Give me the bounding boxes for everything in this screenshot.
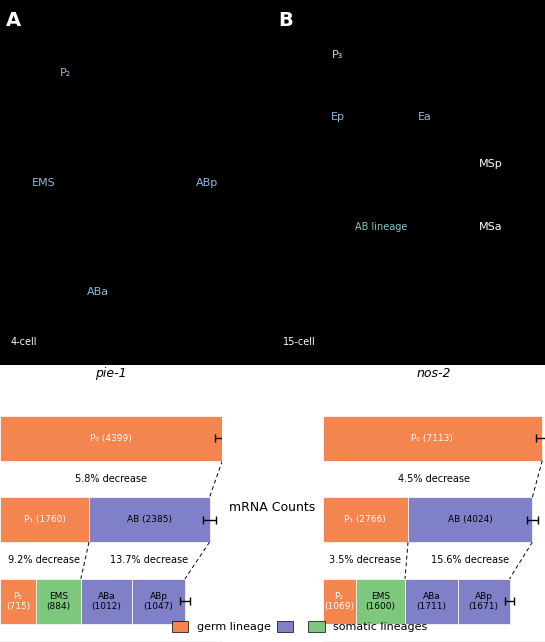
Text: EMS: EMS (32, 178, 56, 187)
Text: AB lineage: AB lineage (355, 221, 408, 232)
FancyBboxPatch shape (89, 498, 210, 542)
Text: EMS
(1600): EMS (1600) (365, 591, 395, 611)
Text: MSa: MSa (479, 221, 502, 232)
Title: pie-1: pie-1 (95, 367, 127, 380)
Text: P₂
(715): P₂ (715) (6, 591, 30, 611)
Text: B: B (278, 11, 293, 30)
Text: ABp
(1047): ABp (1047) (143, 591, 173, 611)
FancyBboxPatch shape (408, 498, 532, 542)
Text: ABa
(1012): ABa (1012) (92, 591, 122, 611)
Text: 4.5% decrease: 4.5% decrease (398, 474, 470, 484)
Text: P₀ (7113): P₀ (7113) (411, 433, 453, 442)
Legend: germ lineage, , somatic lineages: germ lineage, , somatic lineages (167, 616, 432, 636)
Text: 4-cell: 4-cell (11, 337, 38, 347)
Text: 15.6% decrease: 15.6% decrease (431, 555, 509, 566)
Text: AB (2385): AB (2385) (127, 515, 172, 524)
FancyBboxPatch shape (0, 579, 36, 623)
FancyBboxPatch shape (355, 579, 405, 623)
Text: P₀ (4399): P₀ (4399) (90, 433, 132, 442)
Text: 5.8% decrease: 5.8% decrease (75, 474, 147, 484)
Text: 13.7% decrease: 13.7% decrease (110, 555, 189, 566)
Text: 15-cell: 15-cell (283, 337, 316, 347)
FancyBboxPatch shape (323, 579, 355, 623)
FancyBboxPatch shape (405, 579, 458, 623)
FancyBboxPatch shape (0, 415, 222, 460)
Text: ABa: ABa (87, 287, 109, 297)
Text: P₁ (2766): P₁ (2766) (344, 515, 386, 524)
Text: EMS
(884): EMS (884) (46, 591, 70, 611)
Text: MSp: MSp (479, 159, 502, 169)
Text: P₂
(1069): P₂ (1069) (324, 591, 354, 611)
FancyBboxPatch shape (458, 579, 510, 623)
Text: P₁ (1760): P₁ (1760) (23, 515, 65, 524)
FancyBboxPatch shape (132, 579, 185, 623)
Text: A: A (5, 11, 21, 30)
FancyBboxPatch shape (81, 579, 132, 623)
Text: 9.2% decrease: 9.2% decrease (9, 555, 81, 566)
Text: AB (4024): AB (4024) (448, 515, 493, 524)
FancyBboxPatch shape (0, 498, 89, 542)
FancyBboxPatch shape (323, 498, 408, 542)
FancyBboxPatch shape (36, 579, 81, 623)
Text: ABp: ABp (196, 178, 218, 187)
Text: ABp
(1671): ABp (1671) (469, 591, 499, 611)
Text: Ea: Ea (418, 112, 432, 122)
Text: P₃: P₃ (332, 50, 343, 60)
Title: nos-2: nos-2 (416, 367, 451, 380)
Text: 3.5% decrease: 3.5% decrease (329, 555, 401, 566)
Text: mRNA Counts: mRNA Counts (229, 501, 316, 514)
FancyBboxPatch shape (323, 415, 542, 460)
Text: Ep: Ep (331, 112, 345, 122)
Text: P₂: P₂ (60, 68, 71, 78)
Text: ABa
(1711): ABa (1711) (416, 591, 446, 611)
